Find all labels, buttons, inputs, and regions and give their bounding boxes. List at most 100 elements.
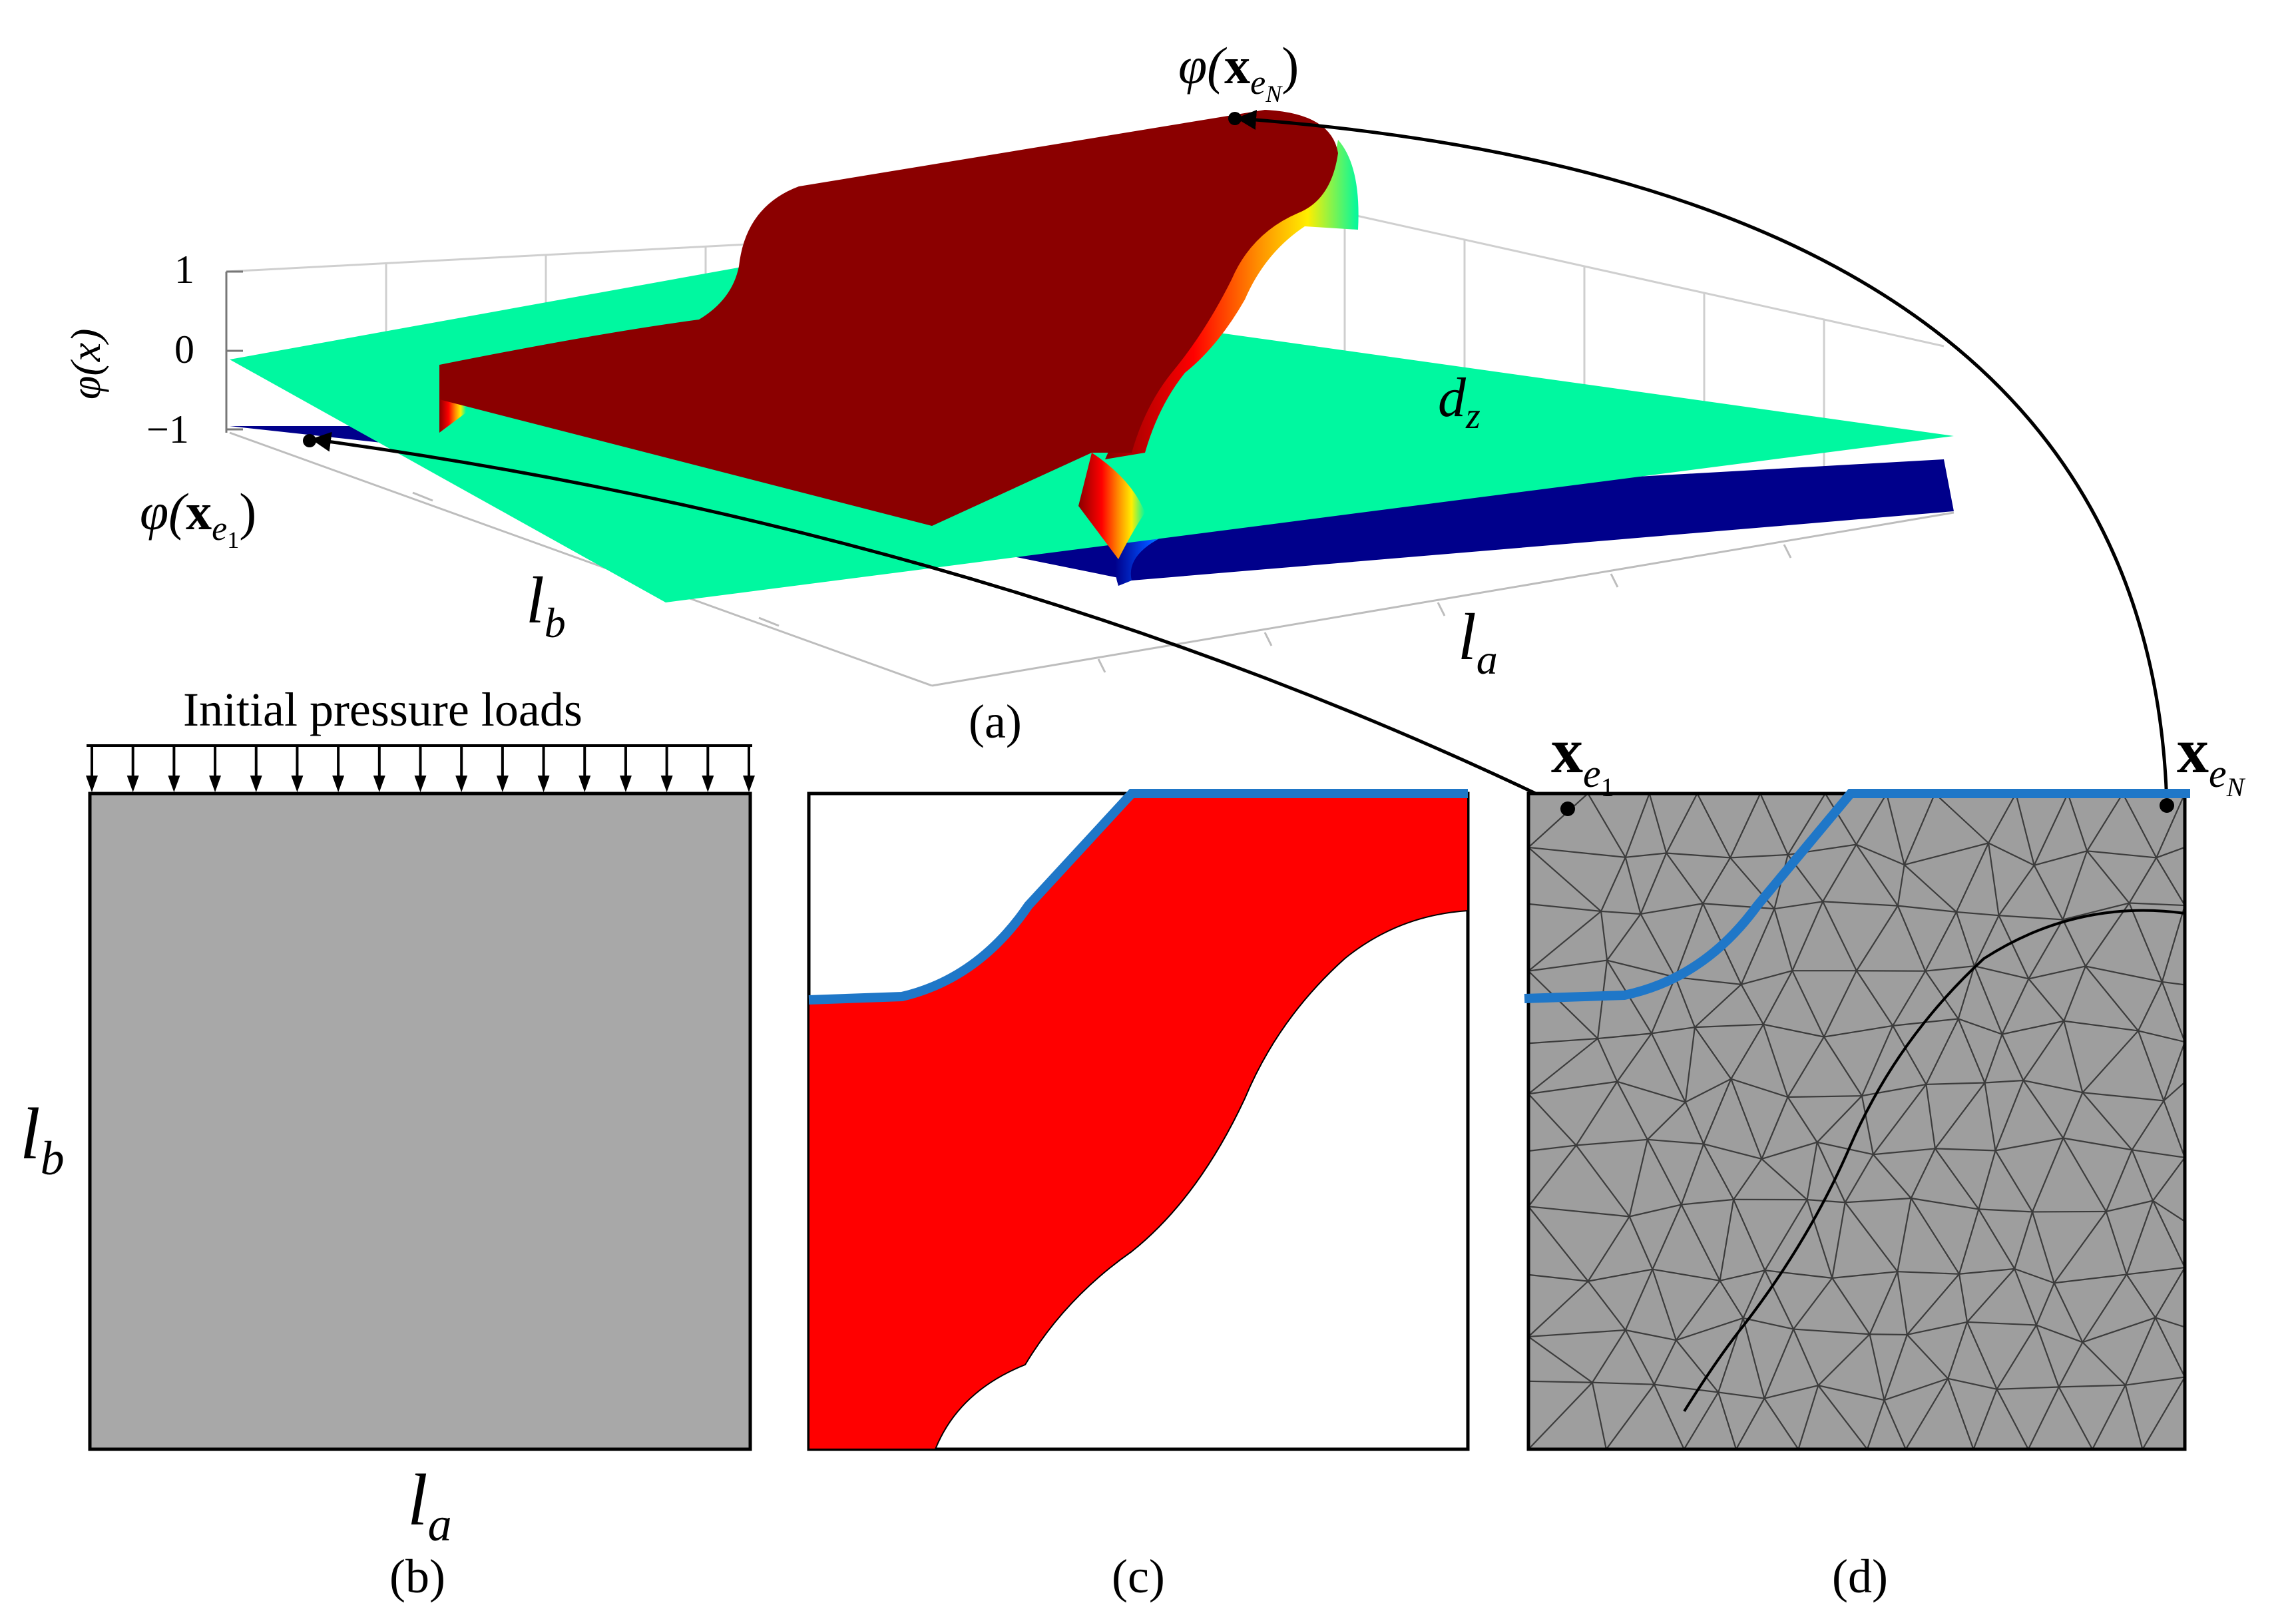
load-arrows	[86, 747, 755, 792]
mesh-edge	[1625, 1329, 1677, 1341]
top-surface	[439, 110, 1338, 526]
mesh-edge	[1653, 1339, 1677, 1385]
mesh-edge	[1718, 1392, 1737, 1449]
mesh-edge	[1575, 1081, 1618, 1146]
mesh-edge	[1973, 965, 2003, 1035]
load-arrow-head	[619, 776, 632, 792]
mesh-edge	[1855, 970, 1894, 1027]
load-arrow-head	[209, 776, 222, 792]
z-tick-0: 0	[174, 328, 194, 371]
mesh-edge	[1624, 794, 1650, 858]
xe1-label: xe1	[1551, 715, 1614, 802]
mesh-edge	[1528, 846, 1626, 858]
mesh-edge	[2064, 1020, 2139, 1032]
mesh-edge	[1873, 1148, 1936, 1156]
mesh-edge	[1966, 1321, 2037, 1326]
load-arrow-head	[578, 776, 591, 792]
mesh-edge	[1680, 1204, 1721, 1281]
mesh-edge	[1702, 857, 1731, 904]
mesh-edge	[1741, 970, 1793, 985]
mesh-edge	[2138, 1030, 2185, 1043]
mesh-edge	[1761, 1141, 1817, 1160]
mesh-edge	[1934, 794, 1989, 844]
mesh-edge	[2063, 1021, 2084, 1093]
mesh-edge	[1972, 1389, 1998, 1449]
mesh-edge	[1591, 1382, 1607, 1449]
mesh-edge	[1855, 794, 1888, 845]
mesh-edge	[2155, 1317, 2185, 1328]
mesh-edge	[2028, 965, 2086, 980]
mesh-edge	[1935, 1082, 1986, 1150]
mesh-edge	[1683, 1391, 1720, 1449]
mesh-edge	[2086, 850, 2130, 904]
mesh-edge	[1886, 794, 1905, 865]
mesh-edge	[2152, 1157, 2185, 1202]
mesh-edge	[2126, 1200, 2154, 1275]
mesh-edge	[1903, 864, 1957, 913]
mesh-edge	[1978, 1150, 1996, 1210]
mesh-edge	[2163, 1100, 2185, 1158]
mesh-edge	[2161, 905, 2185, 983]
caption-b: (b)	[389, 1550, 445, 1603]
mesh-edge	[1897, 1198, 1912, 1272]
mesh-edge	[1719, 1199, 1735, 1281]
mesh-edge	[2062, 919, 2086, 967]
mesh-edge	[2084, 902, 2130, 967]
mesh-edge	[1823, 1037, 1863, 1096]
mesh-edge	[1730, 1024, 1764, 1080]
mesh-edge	[1787, 1037, 1825, 1098]
material-boundary-d	[1683, 909, 2185, 1413]
mesh-edge	[1666, 852, 1704, 904]
mesh-edge	[1998, 865, 2035, 916]
mesh-edge	[1994, 1150, 2033, 1212]
mesh-edge	[2163, 1081, 2185, 1102]
node-eN	[2160, 798, 2174, 813]
mesh-edge	[1998, 915, 2030, 979]
mesh-edge	[2002, 1020, 2064, 1035]
mesh-edge	[1694, 1027, 1732, 1080]
load-arrow-head	[332, 776, 345, 792]
panel-a-3d-surface: 1 0 −1 φ(x) dz lb la	[62, 37, 1954, 748]
mesh-edge	[1628, 1139, 1648, 1217]
mesh-edge	[1926, 1082, 1985, 1086]
anchor-e1-a	[303, 434, 316, 447]
mesh-edge	[1856, 843, 1905, 866]
mesh-edge	[1742, 1317, 1765, 1399]
mesh-edge	[1652, 1269, 1677, 1341]
mesh-edge	[1958, 1018, 2002, 1035]
mesh-edge	[1984, 1034, 2003, 1083]
lb-label-b: lb	[20, 1093, 65, 1185]
mesh-edge	[1575, 1144, 1630, 1218]
mesh-edge	[1651, 1027, 1696, 1035]
phi-e1-label: φ(xe1)	[140, 483, 256, 553]
mesh-edge	[1806, 1142, 1818, 1200]
z-tick-minus-1: −1	[146, 407, 189, 451]
mesh-edge	[1676, 1317, 1743, 1341]
mesh-edge	[2106, 1200, 2154, 1213]
mesh-edge	[2162, 981, 2185, 986]
mesh-edge	[1653, 1384, 1685, 1449]
mesh-edge	[1978, 1208, 2033, 1213]
mesh-edge	[2053, 1282, 2084, 1343]
connector-eN	[1236, 110, 2169, 806]
mesh-edge	[1743, 1317, 1794, 1330]
mesh-edge	[2142, 1376, 2185, 1449]
mesh-edge	[2033, 794, 2069, 866]
mesh-background	[1528, 794, 2185, 1449]
mesh-edge	[1822, 844, 1857, 902]
mesh-edge	[1740, 908, 1775, 985]
mesh-edge	[2062, 1138, 2107, 1212]
mesh-edge	[2027, 1387, 2060, 1449]
mesh-edge	[2128, 857, 2158, 904]
mesh-edge	[1793, 1329, 1819, 1386]
mesh-edge	[1680, 1144, 1705, 1205]
mesh-edge	[1592, 1329, 1626, 1383]
mesh-edge	[1947, 1377, 1997, 1390]
mesh-edge	[1528, 794, 1588, 848]
panel-b-load-domain: Initial pressure loads lb la (b)	[20, 683, 755, 1603]
mesh-edge	[1845, 1197, 1911, 1204]
mesh-edge	[1646, 1139, 1682, 1206]
mesh-edge	[1763, 1398, 1799, 1449]
mesh-edge	[2122, 794, 2158, 858]
mesh-edge	[1528, 1382, 1593, 1449]
